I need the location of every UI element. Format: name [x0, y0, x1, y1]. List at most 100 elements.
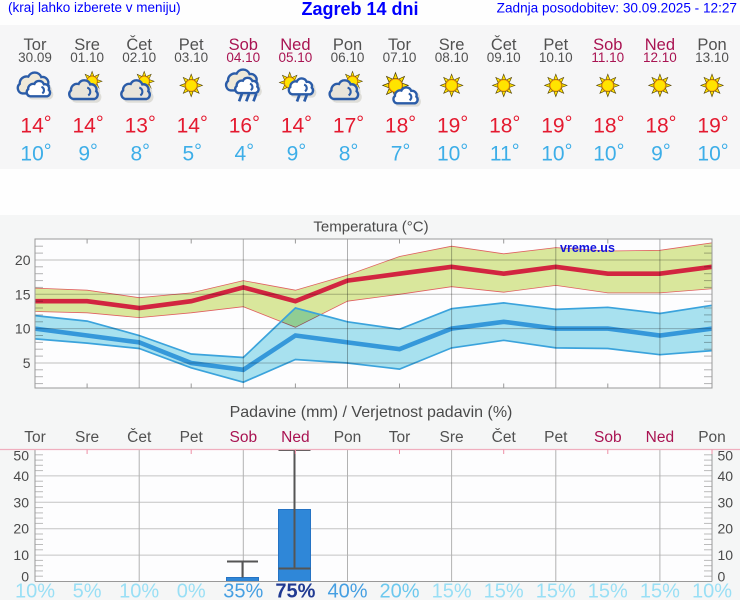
svg-text:20: 20: [13, 521, 29, 537]
svg-text:18°: 18°: [593, 112, 624, 138]
svg-text:Sob: Sob: [230, 429, 258, 446]
svg-text:5°: 5°: [182, 140, 202, 166]
svg-text:Sre: Sre: [439, 36, 465, 54]
svg-text:Pon: Pon: [697, 36, 726, 54]
svg-text:12.10: 12.10: [643, 50, 677, 65]
svg-text:8°: 8°: [339, 140, 359, 166]
svg-text:11.10: 11.10: [591, 50, 624, 65]
svg-text:19°: 19°: [697, 112, 728, 138]
svg-text:10°: 10°: [20, 140, 51, 166]
svg-text:Zagreb 14 dni: Zagreb 14 dni: [301, 0, 418, 19]
svg-text:0%: 0%: [177, 581, 206, 600]
svg-text:Temperatura (°C): Temperatura (°C): [313, 219, 428, 236]
svg-text:15%: 15%: [588, 581, 628, 600]
svg-text:02.10: 02.10: [122, 50, 156, 65]
svg-text:50: 50: [13, 448, 29, 464]
svg-text:15%: 15%: [640, 581, 680, 600]
svg-text:vreme.us: vreme.us: [560, 241, 615, 255]
svg-text:Tor: Tor: [24, 36, 47, 54]
svg-text:01.10: 01.10: [70, 50, 104, 65]
svg-text:14°: 14°: [177, 112, 208, 138]
svg-text:50: 50: [718, 448, 734, 464]
svg-text:14°: 14°: [73, 112, 104, 138]
svg-text:Ned: Ned: [646, 429, 674, 446]
svg-text:10.10: 10.10: [539, 50, 573, 65]
svg-text:Pet: Pet: [543, 36, 568, 54]
svg-text:10%: 10%: [692, 581, 732, 600]
svg-text:Čet: Čet: [126, 35, 152, 54]
svg-text:9°: 9°: [78, 140, 98, 166]
svg-text:09.10: 09.10: [487, 50, 521, 65]
svg-text:Sob: Sob: [593, 36, 622, 54]
svg-text:35%: 35%: [223, 581, 263, 600]
svg-text:15%: 15%: [536, 581, 576, 600]
svg-text:30: 30: [718, 494, 734, 510]
svg-text:14°: 14°: [281, 112, 312, 138]
svg-text:18°: 18°: [645, 112, 676, 138]
svg-text:9°: 9°: [651, 140, 671, 166]
svg-text:19°: 19°: [437, 112, 468, 138]
svg-text:75%: 75%: [275, 581, 315, 600]
svg-text:0: 0: [21, 569, 29, 585]
svg-text:10%: 10%: [15, 581, 55, 600]
svg-text:14°: 14°: [20, 112, 51, 138]
svg-text:07.10: 07.10: [383, 50, 417, 65]
svg-text:06.10: 06.10: [331, 50, 365, 65]
svg-text:10: 10: [13, 547, 29, 563]
svg-text:Pet: Pet: [179, 36, 204, 54]
svg-text:Sre: Sre: [440, 429, 464, 446]
svg-text:30: 30: [13, 494, 29, 510]
svg-text:13°: 13°: [125, 112, 156, 138]
svg-text:Pon: Pon: [698, 429, 726, 446]
svg-text:15%: 15%: [432, 581, 472, 600]
svg-text:Tor: Tor: [388, 36, 411, 54]
svg-text:30.09: 30.09: [18, 50, 52, 65]
svg-text:8°: 8°: [130, 140, 150, 166]
svg-text:Tor: Tor: [24, 429, 46, 446]
svg-text:5%: 5%: [73, 581, 102, 600]
svg-text:19°: 19°: [541, 112, 572, 138]
svg-text:5: 5: [23, 355, 31, 371]
svg-text:04.10: 04.10: [226, 50, 260, 65]
svg-text:9°: 9°: [287, 140, 307, 166]
svg-text:0: 0: [718, 569, 726, 585]
svg-text:Sob: Sob: [594, 429, 622, 446]
svg-text:Sre: Sre: [74, 36, 100, 54]
svg-text:15: 15: [15, 286, 31, 302]
svg-text:16°: 16°: [229, 112, 260, 138]
svg-text:Zadnja posodobitev: 30.09.2025: Zadnja posodobitev: 30.09.2025 - 12:27: [497, 1, 737, 16]
svg-text:4°: 4°: [235, 140, 255, 166]
svg-text:10: 10: [718, 547, 734, 563]
svg-text:05.10: 05.10: [279, 50, 313, 65]
svg-text:10°: 10°: [697, 140, 728, 166]
svg-text:08.10: 08.10: [435, 50, 469, 65]
svg-text:40: 40: [718, 468, 734, 484]
svg-text:10: 10: [15, 321, 31, 337]
svg-text:20: 20: [15, 252, 31, 268]
svg-text:(kraj lahko izberete v meniju): (kraj lahko izberete v meniju): [8, 0, 181, 15]
svg-text:Sob: Sob: [229, 36, 258, 54]
svg-text:Ned: Ned: [280, 36, 310, 54]
svg-text:18°: 18°: [385, 112, 416, 138]
svg-text:17°: 17°: [333, 112, 364, 138]
svg-text:Ned: Ned: [281, 429, 309, 446]
svg-text:Pet: Pet: [544, 429, 568, 446]
svg-text:Čet: Čet: [127, 429, 152, 446]
svg-text:10°: 10°: [541, 140, 572, 166]
svg-text:Čet: Čet: [492, 429, 517, 446]
svg-text:10°: 10°: [593, 140, 624, 166]
svg-text:10%: 10%: [119, 581, 159, 600]
svg-text:20%: 20%: [379, 581, 419, 600]
svg-text:10°: 10°: [437, 140, 468, 166]
svg-text:Padavine (mm) / Verjetnost pad: Padavine (mm) / Verjetnost padavin (%): [230, 404, 513, 421]
svg-text:18°: 18°: [489, 112, 520, 138]
svg-text:03.10: 03.10: [174, 50, 208, 65]
svg-text:Tor: Tor: [389, 429, 411, 446]
svg-text:Čet: Čet: [491, 35, 517, 54]
svg-text:Pet: Pet: [180, 429, 204, 446]
svg-text:Ned: Ned: [645, 36, 675, 54]
svg-text:15%: 15%: [484, 581, 524, 600]
svg-text:40%: 40%: [327, 581, 367, 600]
svg-text:20: 20: [718, 521, 734, 537]
svg-text:Sre: Sre: [75, 429, 99, 446]
